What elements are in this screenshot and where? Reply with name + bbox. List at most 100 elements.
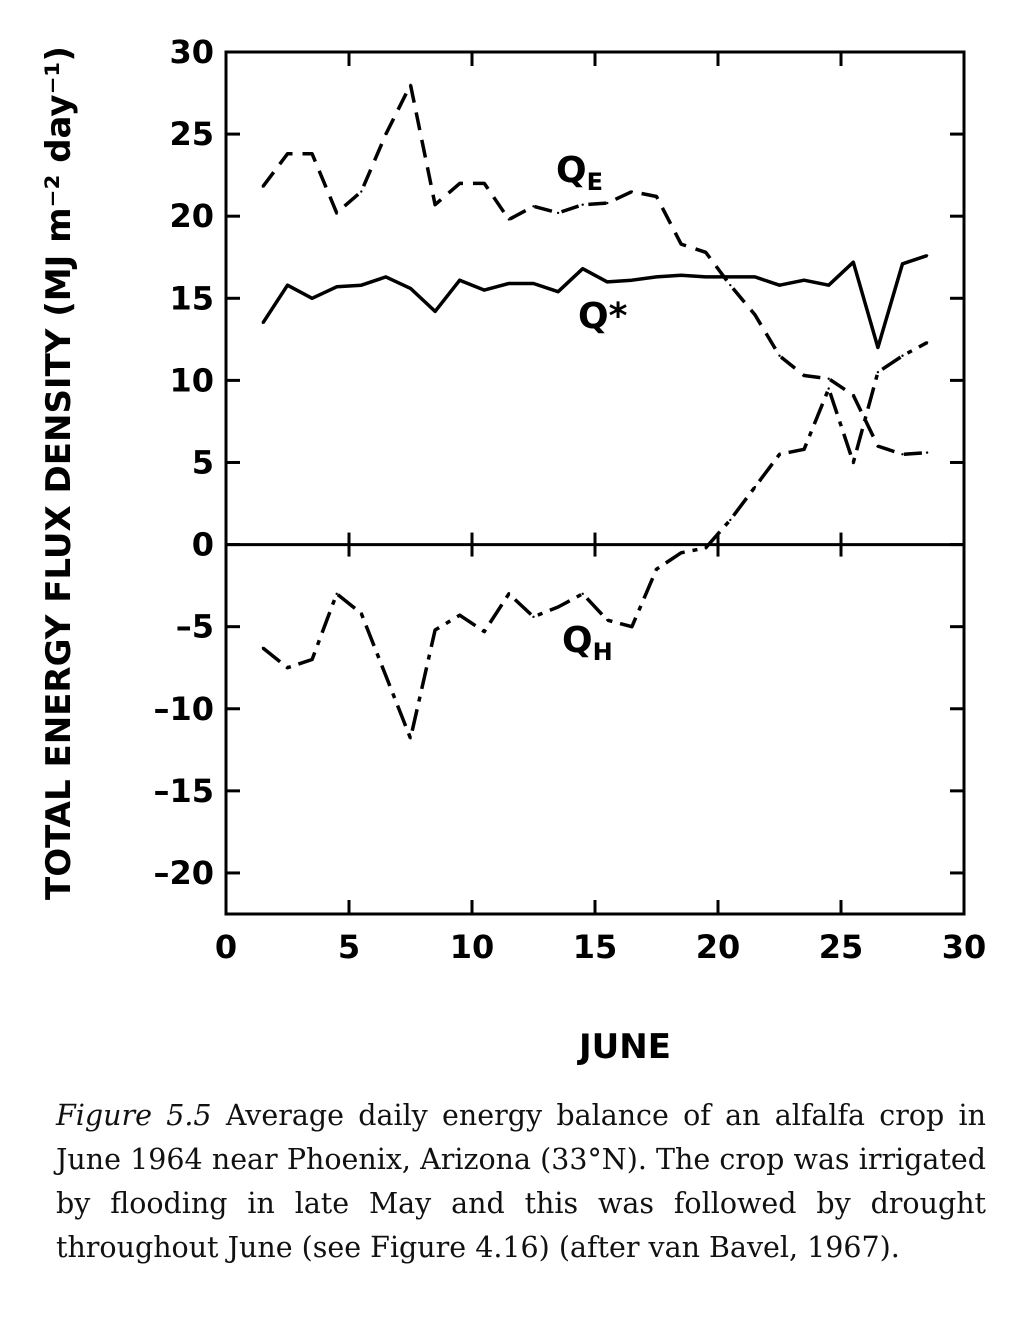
series-qnet-point	[876, 346, 880, 349]
x-tick-label: 20	[696, 928, 741, 966]
series-layer	[261, 83, 929, 741]
series-qnet-point	[335, 285, 338, 288]
series-qh-point	[876, 370, 880, 374]
caption-text: Average daily energy balance of an alfal…	[56, 1099, 986, 1264]
energy-balance-chart: 0 5 10 15 20 25 30 30 25 20 15 10 5 0 –5 –10 –15 –20 JUNE…	[39, 33, 987, 1067]
series-qnet-line	[261, 253, 928, 350]
series-qnet-point	[606, 280, 609, 284]
series-qnet-point	[753, 275, 757, 279]
y-tick-label: 10	[169, 361, 214, 399]
series-qh-point	[556, 605, 560, 609]
x-tick-label: 10	[450, 928, 495, 966]
series-qh-point	[433, 628, 437, 632]
series-qe-point	[753, 313, 757, 316]
series-qnet-point	[802, 279, 806, 282]
series-qnet-point	[827, 283, 830, 287]
series-qnet-point	[655, 275, 658, 279]
series-qh-point	[852, 461, 855, 464]
series-qh-point	[409, 737, 412, 740]
series-qh-point	[360, 612, 363, 615]
series-qh-point	[704, 546, 707, 550]
series-qh-point	[753, 485, 757, 489]
series-qnet-point	[901, 262, 904, 266]
series-qh-point	[458, 613, 461, 617]
series-qnet-point	[384, 275, 388, 279]
series-qh-point	[606, 618, 609, 622]
series-qe-point	[581, 203, 584, 206]
series-qe-point	[409, 83, 412, 87]
series-qh-point	[507, 592, 511, 596]
series-qh-point	[901, 354, 904, 357]
series-qe-point	[556, 211, 560, 215]
figure-caption: Figure 5.5 Average daily energy balance …	[56, 1094, 986, 1270]
series-qnet-point	[556, 290, 560, 293]
series-qe-point	[606, 201, 609, 205]
x-tick-label: 15	[573, 928, 618, 966]
x-tick-label: 25	[819, 928, 864, 966]
series-qh-line	[261, 341, 928, 741]
x-tick-label: 0	[215, 928, 237, 966]
series-qe-point	[532, 205, 535, 208]
y-tick-label: –10	[153, 690, 214, 728]
series-qe-point	[852, 393, 855, 397]
figure-label: Figure 5.5	[56, 1099, 212, 1132]
y-tick-label: 5	[192, 443, 214, 481]
series-qe-point	[286, 152, 289, 155]
series-qh-point	[827, 387, 830, 390]
series-qnet-point	[458, 279, 461, 282]
series-qh-point	[778, 453, 781, 456]
series-qe-point	[778, 354, 781, 357]
series-qh-point	[925, 341, 929, 344]
y-tick-label: 25	[169, 115, 214, 153]
series-qnet-point	[778, 283, 781, 287]
series-qh-point	[729, 518, 732, 522]
series-qnet-point	[630, 279, 634, 282]
series-qnet-point	[507, 282, 511, 285]
series-qnet-point	[925, 254, 929, 257]
series-qnet-point	[433, 310, 437, 313]
series-label-qe: QE	[556, 150, 603, 196]
series-qe-point	[679, 242, 683, 246]
series-qe-point	[729, 283, 732, 287]
series-qe-point	[630, 190, 634, 193]
series-qh-point	[581, 592, 584, 596]
series-qe-point	[458, 182, 461, 185]
series-qh-point	[335, 592, 338, 596]
y-tick-label: –5	[176, 608, 214, 646]
series-qe-point	[261, 185, 265, 188]
series-qe-point	[360, 190, 363, 193]
series-label-qnet: Q*	[578, 296, 628, 337]
series-qnet-point	[483, 288, 486, 292]
series-qe-point	[704, 251, 707, 254]
series-qnet-point	[679, 274, 683, 277]
y-tick-label: 0	[192, 526, 214, 564]
x-tick-label: 5	[338, 928, 360, 966]
series-qnet-point	[704, 275, 707, 279]
series-label-qh: QH	[562, 620, 613, 666]
series-qnet-point	[409, 287, 412, 290]
series-qh-point	[655, 568, 658, 571]
x-axis-title: JUNE	[577, 1027, 671, 1067]
series-qnet-point	[852, 260, 855, 264]
y-tick-label: 15	[169, 279, 214, 317]
series-qnet-point	[286, 283, 289, 287]
x-tick-label: 30	[942, 928, 987, 966]
series-qe-point	[433, 203, 437, 206]
series-qe-point	[901, 453, 904, 456]
series-qe-point	[655, 195, 658, 198]
series-qh-point	[532, 615, 535, 619]
series-qe-point	[384, 132, 388, 136]
series-qh-point	[483, 630, 486, 633]
series-qh-point	[630, 625, 634, 628]
series-qnet-point	[310, 297, 314, 300]
label-layer: JUNE TOTAL ENERGY FLUX DENSITY (MJ m⁻² da…	[39, 46, 671, 1067]
series-qnet-point	[729, 275, 732, 279]
series-qh-point	[261, 646, 265, 650]
y-tick-label: –20	[153, 854, 214, 892]
y-tick-label: –15	[153, 772, 214, 810]
series-qe-point	[335, 211, 338, 215]
series-qh-point	[310, 658, 314, 661]
series-qe-point	[483, 182, 486, 185]
series-qe-point	[310, 152, 314, 155]
series-qh-point	[802, 448, 806, 451]
